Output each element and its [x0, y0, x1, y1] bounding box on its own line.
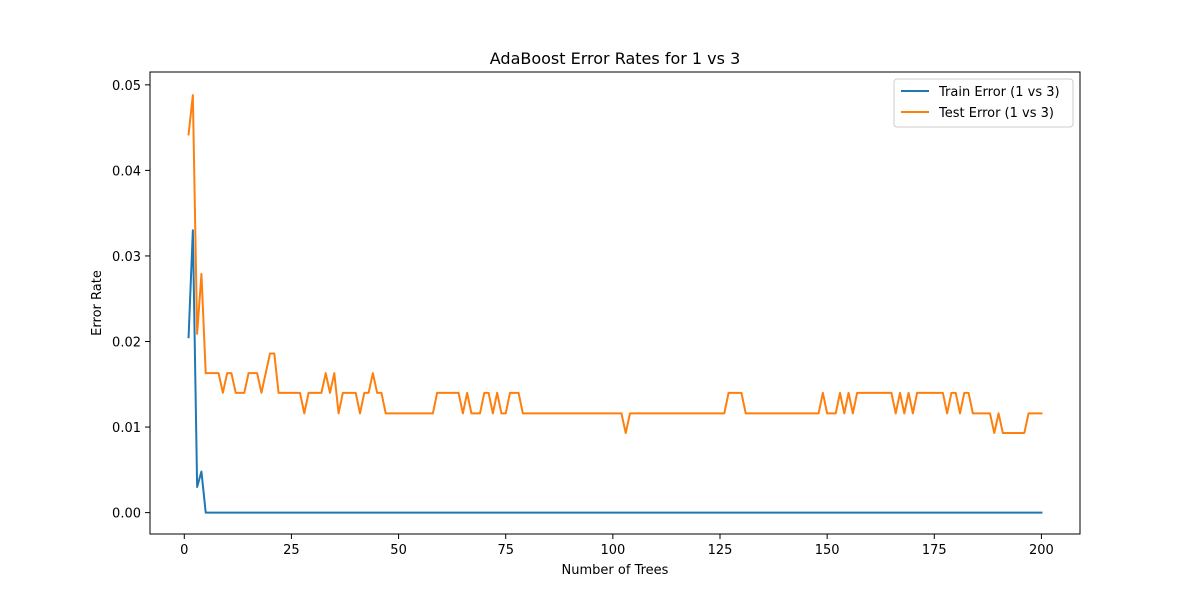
- legend-box: [893, 78, 1074, 128]
- y-tick-label-0: 0.00: [112, 507, 141, 522]
- legend-label-train: Train Error (1 vs 3): [938, 85, 1060, 100]
- legend: Train Error (1 vs 3) Test Error (1 vs 3): [893, 78, 1074, 128]
- x-tick-label-7: 175: [922, 543, 947, 558]
- legend-label-test: Test Error (1 vs 3): [938, 106, 1054, 121]
- y-tick-label-4: 0.04: [112, 164, 141, 179]
- series-layer: [187, 94, 1043, 514]
- y-tick-label-3: 0.03: [112, 250, 141, 265]
- x-tick-label-3: 75: [497, 543, 514, 558]
- series-line-0: [187, 229, 1043, 514]
- x-axis: 0 25 50 75 100 125 150 175 200: [180, 534, 1054, 558]
- y-tick-label-2: 0.02: [112, 336, 141, 351]
- y-axis: 0.00 0.01 0.02 0.03 0.04 0.05: [112, 79, 150, 522]
- plot-frame: [149, 71, 1081, 535]
- y-axis-label: Error Rate: [90, 270, 105, 336]
- x-tick-label-8: 200: [1029, 543, 1054, 558]
- x-tick-label-0: 0: [180, 543, 188, 558]
- x-axis-label: Number of Trees: [562, 563, 669, 578]
- y-tick-label-5: 0.05: [112, 79, 141, 94]
- x-tick-label-2: 50: [390, 543, 407, 558]
- x-tick-label-4: 100: [600, 543, 625, 558]
- series-line-1: [187, 94, 1043, 435]
- x-tick-label-1: 25: [283, 543, 300, 558]
- x-tick-label-6: 150: [815, 543, 840, 558]
- chart-title: AdaBoost Error Rates for 1 vs 3: [490, 49, 741, 68]
- y-tick-label-1: 0.01: [112, 421, 141, 436]
- x-tick-label-5: 125: [708, 543, 733, 558]
